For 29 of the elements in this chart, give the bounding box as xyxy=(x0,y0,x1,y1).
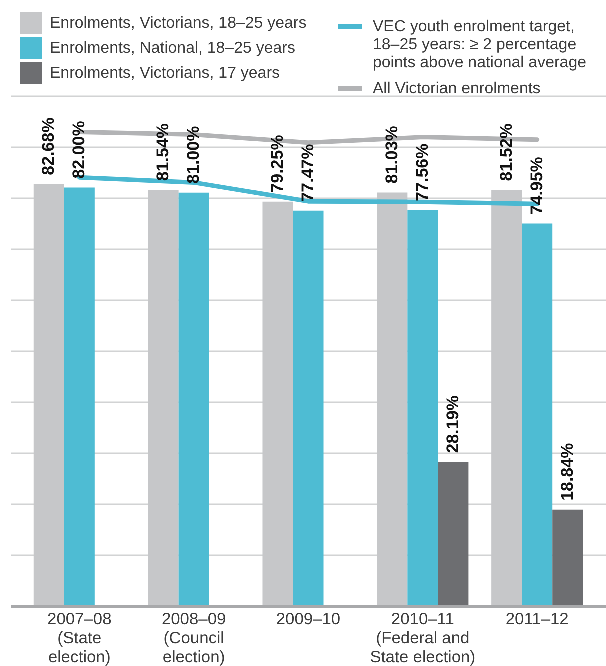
legend-label: Enrolments, Victorians, 18–25 years xyxy=(50,15,307,32)
bar xyxy=(522,224,553,606)
x-tick-label: 2009–10 xyxy=(276,610,341,628)
data-label: 18.84% xyxy=(558,443,577,501)
x-tick-label: 2011–12 xyxy=(506,610,569,628)
bar xyxy=(178,192,210,606)
data-label: 77.47% xyxy=(298,144,318,202)
data-label: 74.95% xyxy=(527,157,546,215)
data-label: 81.54% xyxy=(154,123,173,182)
legend-label: Enrolments, National, 18–25 years xyxy=(50,40,296,57)
x-tick-label: 2008–09 (Council election) xyxy=(162,610,226,666)
bar xyxy=(438,462,469,606)
legend-label: All Victorian enrolments xyxy=(373,80,541,98)
bar xyxy=(408,210,438,606)
x-tick-label: 2007–08 (State election) xyxy=(48,610,112,666)
data-label: 77.56% xyxy=(412,144,432,202)
data-label: 82.68% xyxy=(39,118,58,176)
data-label: 81.00% xyxy=(184,126,204,184)
bar xyxy=(293,210,324,606)
data-label: 82.00% xyxy=(70,121,89,179)
data-label: 81.03% xyxy=(382,126,402,184)
bar xyxy=(64,188,95,606)
data-label: 79.25% xyxy=(268,135,287,193)
legend-label: Enrolments, Victorians, 17 years xyxy=(50,65,280,82)
x-tick-label: 2010–11 (Federal and State election) xyxy=(370,610,476,666)
data-label: 81.52% xyxy=(496,124,516,182)
legend-label: VEC youth enrolment target, 18–25 years: ≥ 2 percentage points above national average xyxy=(373,18,587,72)
data-label: 28.19% xyxy=(443,396,462,454)
bar xyxy=(552,510,584,606)
